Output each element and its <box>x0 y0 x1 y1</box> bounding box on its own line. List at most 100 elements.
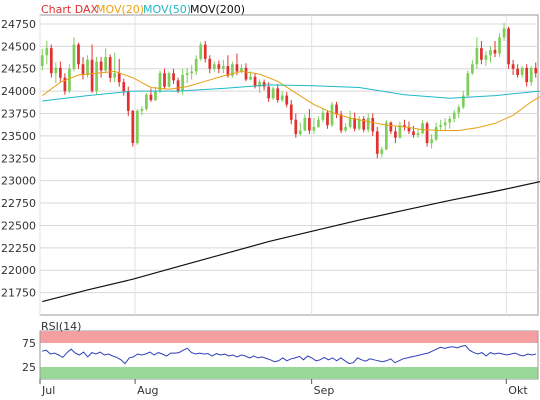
candle-body <box>122 82 126 92</box>
candle <box>339 110 343 134</box>
candle-body <box>72 44 76 69</box>
candle <box>480 40 483 65</box>
candle <box>394 126 397 144</box>
candle <box>335 101 338 118</box>
candle <box>285 92 289 108</box>
price-tick-label: 24750 <box>1 18 36 31</box>
candle-body <box>276 88 280 101</box>
candle <box>212 61 216 72</box>
candle-body <box>430 139 433 144</box>
candle-body <box>348 117 352 127</box>
candle-body <box>448 118 452 123</box>
rsi-bands <box>40 331 538 379</box>
price-tick-label: 24000 <box>1 85 36 98</box>
candle <box>321 109 325 123</box>
candle-body <box>308 117 311 131</box>
candle-body <box>389 122 393 132</box>
candle <box>366 113 370 133</box>
legend-mov50: MOV(50) <box>143 3 191 16</box>
candle <box>81 57 85 80</box>
candle <box>185 67 189 84</box>
candle-body <box>398 125 402 138</box>
candle-body <box>366 117 370 130</box>
candle <box>416 128 420 138</box>
candle <box>362 116 366 133</box>
candle-body <box>212 64 216 69</box>
candle <box>380 146 384 158</box>
candle <box>108 54 112 83</box>
candle-body <box>45 48 49 56</box>
price-tick-label: 22500 <box>1 219 36 232</box>
candle-body <box>470 64 474 74</box>
candle-body <box>439 125 443 127</box>
candle <box>475 37 479 69</box>
candle <box>163 68 166 90</box>
ma-line-mov50 <box>42 84 540 102</box>
rsi-y-axis: 25 75 <box>22 337 36 374</box>
candle <box>461 91 465 110</box>
candle <box>176 77 180 93</box>
candle-body <box>475 48 479 65</box>
candle <box>484 50 488 67</box>
candle <box>457 104 461 118</box>
x-tick-label: Okt <box>508 384 528 397</box>
candle-body <box>466 73 470 96</box>
candle <box>40 49 44 71</box>
candle-body <box>443 122 447 126</box>
rsi-tick-label: 75 <box>22 337 36 350</box>
candle <box>493 40 497 58</box>
candle-body <box>131 110 135 144</box>
candle-body <box>199 44 203 59</box>
candle-body <box>176 80 180 92</box>
candle <box>199 41 203 61</box>
rsi-line <box>41 344 537 365</box>
candle <box>507 26 510 69</box>
candle <box>525 64 529 87</box>
x-tick-label: Sep <box>314 384 335 397</box>
price-tick-label: 24500 <box>1 40 36 53</box>
candle <box>194 55 198 75</box>
price-tick-label: 22000 <box>1 264 36 277</box>
candle-body <box>403 125 406 127</box>
candle-body <box>90 59 94 92</box>
candle <box>276 83 280 103</box>
candle <box>357 116 361 131</box>
legend-chart-dax: Chart DAX <box>41 3 99 16</box>
candle-body <box>425 123 429 144</box>
candle <box>375 126 379 159</box>
x-tick-label: Aug <box>137 384 158 397</box>
candle <box>131 109 135 147</box>
candle <box>231 61 234 78</box>
candle <box>344 123 347 133</box>
candle-body <box>208 58 212 69</box>
candle <box>267 82 270 102</box>
candle-body <box>298 130 302 135</box>
candle <box>167 71 171 88</box>
candle-body <box>525 67 529 83</box>
candle <box>353 112 357 132</box>
candle <box>135 109 139 145</box>
candle-body <box>339 114 343 131</box>
candle-body <box>267 86 270 99</box>
candle <box>529 66 533 86</box>
candle-body <box>95 61 98 92</box>
candle <box>95 57 98 95</box>
candle <box>520 66 524 78</box>
candle <box>72 37 76 72</box>
moving-averages <box>42 70 540 303</box>
x-tick-label: Jul <box>41 384 55 397</box>
candle <box>77 42 80 69</box>
candle-body <box>285 95 289 105</box>
candle-body <box>489 49 492 56</box>
candle <box>113 52 117 83</box>
price-tick-label: 23000 <box>1 175 36 188</box>
x-axis: Jul Aug Sep Okt <box>39 379 528 397</box>
candle-body <box>344 126 347 131</box>
candle-body <box>249 76 252 80</box>
candle-body <box>172 73 175 81</box>
candle-body <box>457 107 461 113</box>
price-plot-area <box>39 14 539 316</box>
candle-body <box>362 118 366 130</box>
candle-body <box>312 126 316 131</box>
candle <box>221 59 225 74</box>
